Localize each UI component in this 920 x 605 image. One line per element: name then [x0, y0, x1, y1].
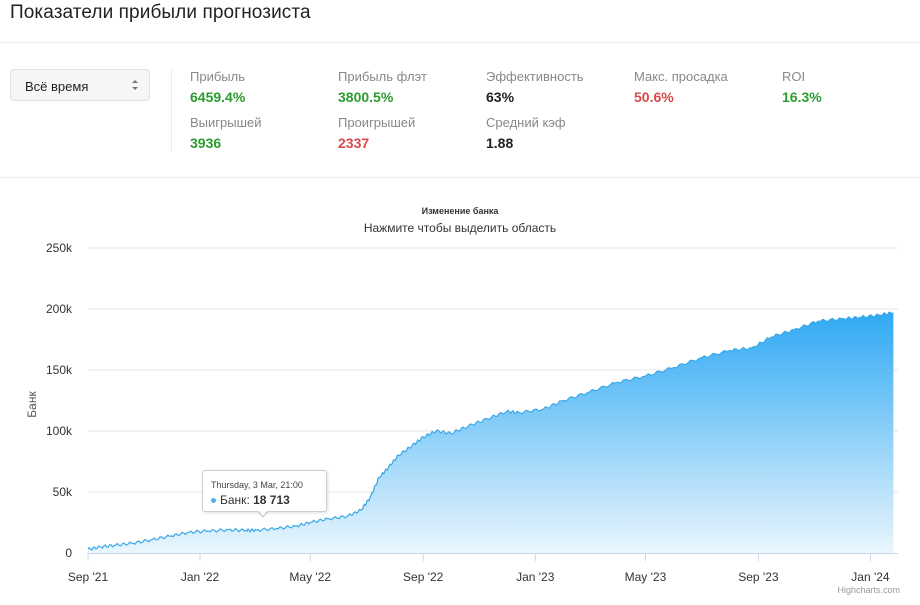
y-tick-label: 0 — [65, 546, 72, 560]
stat-avg-odds: Средний кэф 1.88 — [486, 115, 566, 152]
stat-value: 1.88 — [486, 135, 514, 151]
tooltip-tail-inner — [258, 510, 268, 516]
x-tick-label: Sep '21 — [68, 570, 109, 584]
series-line-bank — [87, 311, 894, 551]
updown-arrows-icon — [132, 80, 138, 90]
stat-value: 63% — [486, 89, 515, 105]
tooltip-row: Банк: 18 713 — [211, 493, 290, 507]
stat-label: ROI — [782, 69, 806, 84]
x-tick-label: Jan '24 — [851, 570, 890, 584]
stat-value: 6459.4% — [190, 89, 246, 105]
chart-subtitle: Нажмите чтобы выделить область — [363, 221, 557, 235]
period-select-value: Всё время — [25, 79, 89, 94]
stat-value: 3936 — [190, 135, 222, 151]
stat-label: Прибыль — [190, 69, 245, 84]
stat-roi: ROI 16.3% — [782, 69, 822, 106]
chart-title: Изменение банка — [421, 206, 499, 216]
stat-label: Средний кэф — [486, 115, 566, 130]
x-tick-label: Jan '23 — [516, 570, 555, 584]
stat-efficiency: Эффективность 63% — [486, 69, 584, 106]
series-area-bank — [88, 312, 894, 553]
y-axis-label: Банк — [25, 391, 39, 418]
stat-label: Проигрышей — [338, 115, 416, 130]
y-tick-label: 150k — [46, 363, 73, 377]
y-tick-label: 200k — [46, 302, 73, 316]
period-select[interactable]: Всё время — [10, 69, 150, 101]
stat-value: 16.3% — [782, 89, 822, 105]
stat-wins: Выигрышей 3936 — [190, 115, 262, 152]
chart-tooltip: Thursday, 3 Mar, 21:00 Банк: 18 713 — [202, 470, 327, 512]
y-tick-label: 100k — [46, 424, 73, 438]
stat-losses: Проигрышей 2337 — [338, 115, 415, 152]
stat-value: 50.6% — [634, 89, 674, 105]
header-divider — [0, 42, 920, 43]
y-tick-label: 250k — [46, 241, 73, 255]
tooltip-series: Банк — [220, 493, 247, 507]
tooltip-date: Thursday, 3 Mar, 21:00 — [211, 480, 303, 490]
stat-value: 2337 — [338, 135, 370, 151]
credits-link[interactable]: Highcharts.com — [837, 585, 900, 595]
x-tick-label: May '22 — [289, 570, 331, 584]
stat-label: Эффективность — [486, 69, 584, 84]
series-dot-icon — [211, 498, 216, 504]
stat-flat-profit: Прибыль флэт 3800.5% — [338, 69, 427, 106]
stat-label: Прибыль флэт — [338, 69, 427, 84]
stat-label: Макс. просадка — [634, 69, 728, 84]
x-tick-label: Jan '22 — [181, 570, 220, 584]
stats-divider — [0, 177, 920, 178]
x-tick-label: May '23 — [625, 570, 667, 584]
x-tick-label: Sep '23 — [738, 570, 779, 584]
stat-profit: Прибыль 6459.4% — [190, 69, 245, 106]
stat-value: 3800.5% — [338, 89, 394, 105]
page-title: Показатели прибыли прогнозиста — [10, 2, 311, 23]
y-tick-label: 50k — [53, 485, 73, 499]
x-tick-label: Sep '22 — [403, 570, 444, 584]
stat-label: Выигрышей — [190, 115, 262, 130]
tooltip-value: 18 713 — [253, 493, 290, 507]
stats-separator — [171, 70, 172, 152]
stat-max-drawdown: Макс. просадка 50.6% — [634, 69, 728, 106]
